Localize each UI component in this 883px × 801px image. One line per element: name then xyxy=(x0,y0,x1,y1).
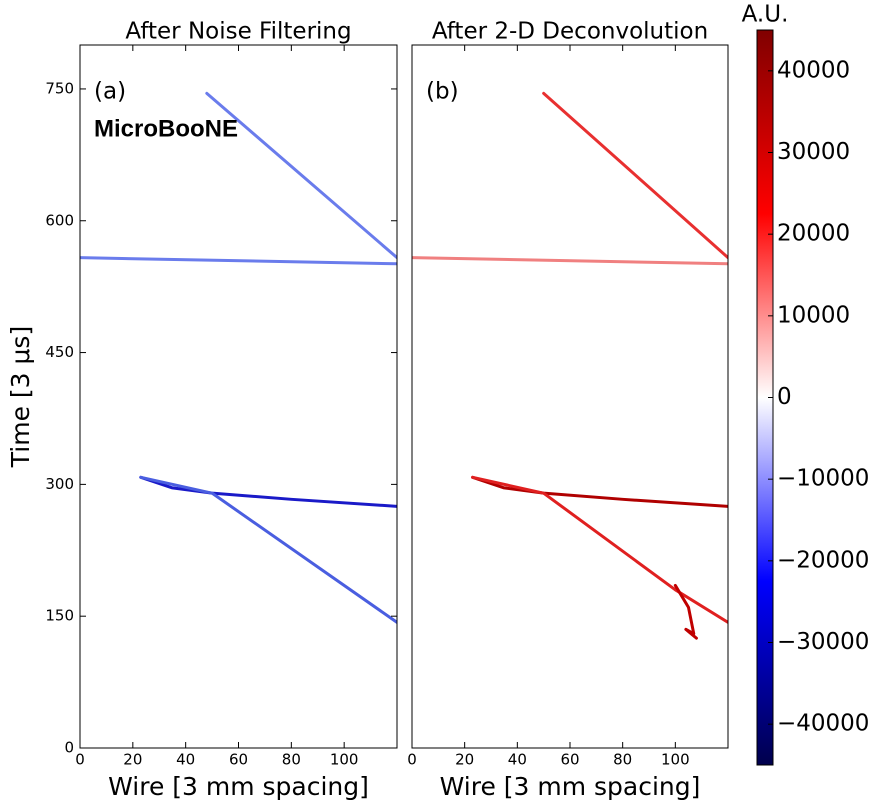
colorbar-tick-label: 10000 xyxy=(777,302,850,328)
panel-label: (b) xyxy=(426,79,459,105)
y-tick-label: 600 xyxy=(45,211,74,229)
y-tick-label: 150 xyxy=(45,607,74,625)
colorbar-tick-label: 30000 xyxy=(777,139,850,165)
x-tick-label: 80 xyxy=(613,751,632,769)
x-tick-label: 0 xyxy=(407,751,417,769)
x-tick-label: 20 xyxy=(455,751,474,769)
annotation: MicroBooNE xyxy=(94,115,238,142)
chart-title: After 2-D Deconvolution xyxy=(432,19,708,45)
panel-label: (a) xyxy=(94,79,126,105)
colorbar-tick-label: 40000 xyxy=(777,57,850,83)
x-tick-label: 100 xyxy=(330,751,359,769)
track xyxy=(471,475,728,624)
x-axis-label: Wire [3 mm spacing] xyxy=(108,772,369,801)
y-tick-label: 300 xyxy=(45,475,74,493)
track xyxy=(205,91,397,260)
colorbar-tick-label: −10000 xyxy=(777,466,869,492)
track xyxy=(673,583,698,640)
chart-title: After Noise Filtering xyxy=(125,19,351,45)
plot-area xyxy=(80,45,397,748)
y-tick-label: 450 xyxy=(45,343,74,361)
colorbar-tick-label: −20000 xyxy=(777,547,869,573)
colorbar-tick-label: 20000 xyxy=(777,221,850,247)
y-tick-label: 750 xyxy=(45,79,74,97)
y-axis-label: Time [3 μs] xyxy=(6,326,35,468)
x-tick-label: 40 xyxy=(176,751,195,769)
x-tick-label: 0 xyxy=(75,751,85,769)
plot-area xyxy=(412,45,728,748)
x-tick-label: 40 xyxy=(508,751,527,769)
colorbar-label: A.U. xyxy=(742,2,789,28)
colorbar-tick-label: 0 xyxy=(777,384,792,410)
x-tick-label: 60 xyxy=(560,751,579,769)
track xyxy=(139,475,397,624)
y-tick-label: 0 xyxy=(64,739,74,757)
x-tick-label: 80 xyxy=(282,751,301,769)
colorbar-tick-label: −40000 xyxy=(777,711,869,737)
track xyxy=(412,256,728,266)
x-tick-label: 20 xyxy=(123,751,142,769)
x-tick-label: 60 xyxy=(229,751,248,769)
track xyxy=(80,256,397,266)
x-tick-label: 100 xyxy=(661,751,690,769)
track xyxy=(542,91,728,260)
x-axis-label: Wire [3 mm spacing] xyxy=(440,772,701,801)
colorbar-tick-label: −30000 xyxy=(777,629,869,655)
